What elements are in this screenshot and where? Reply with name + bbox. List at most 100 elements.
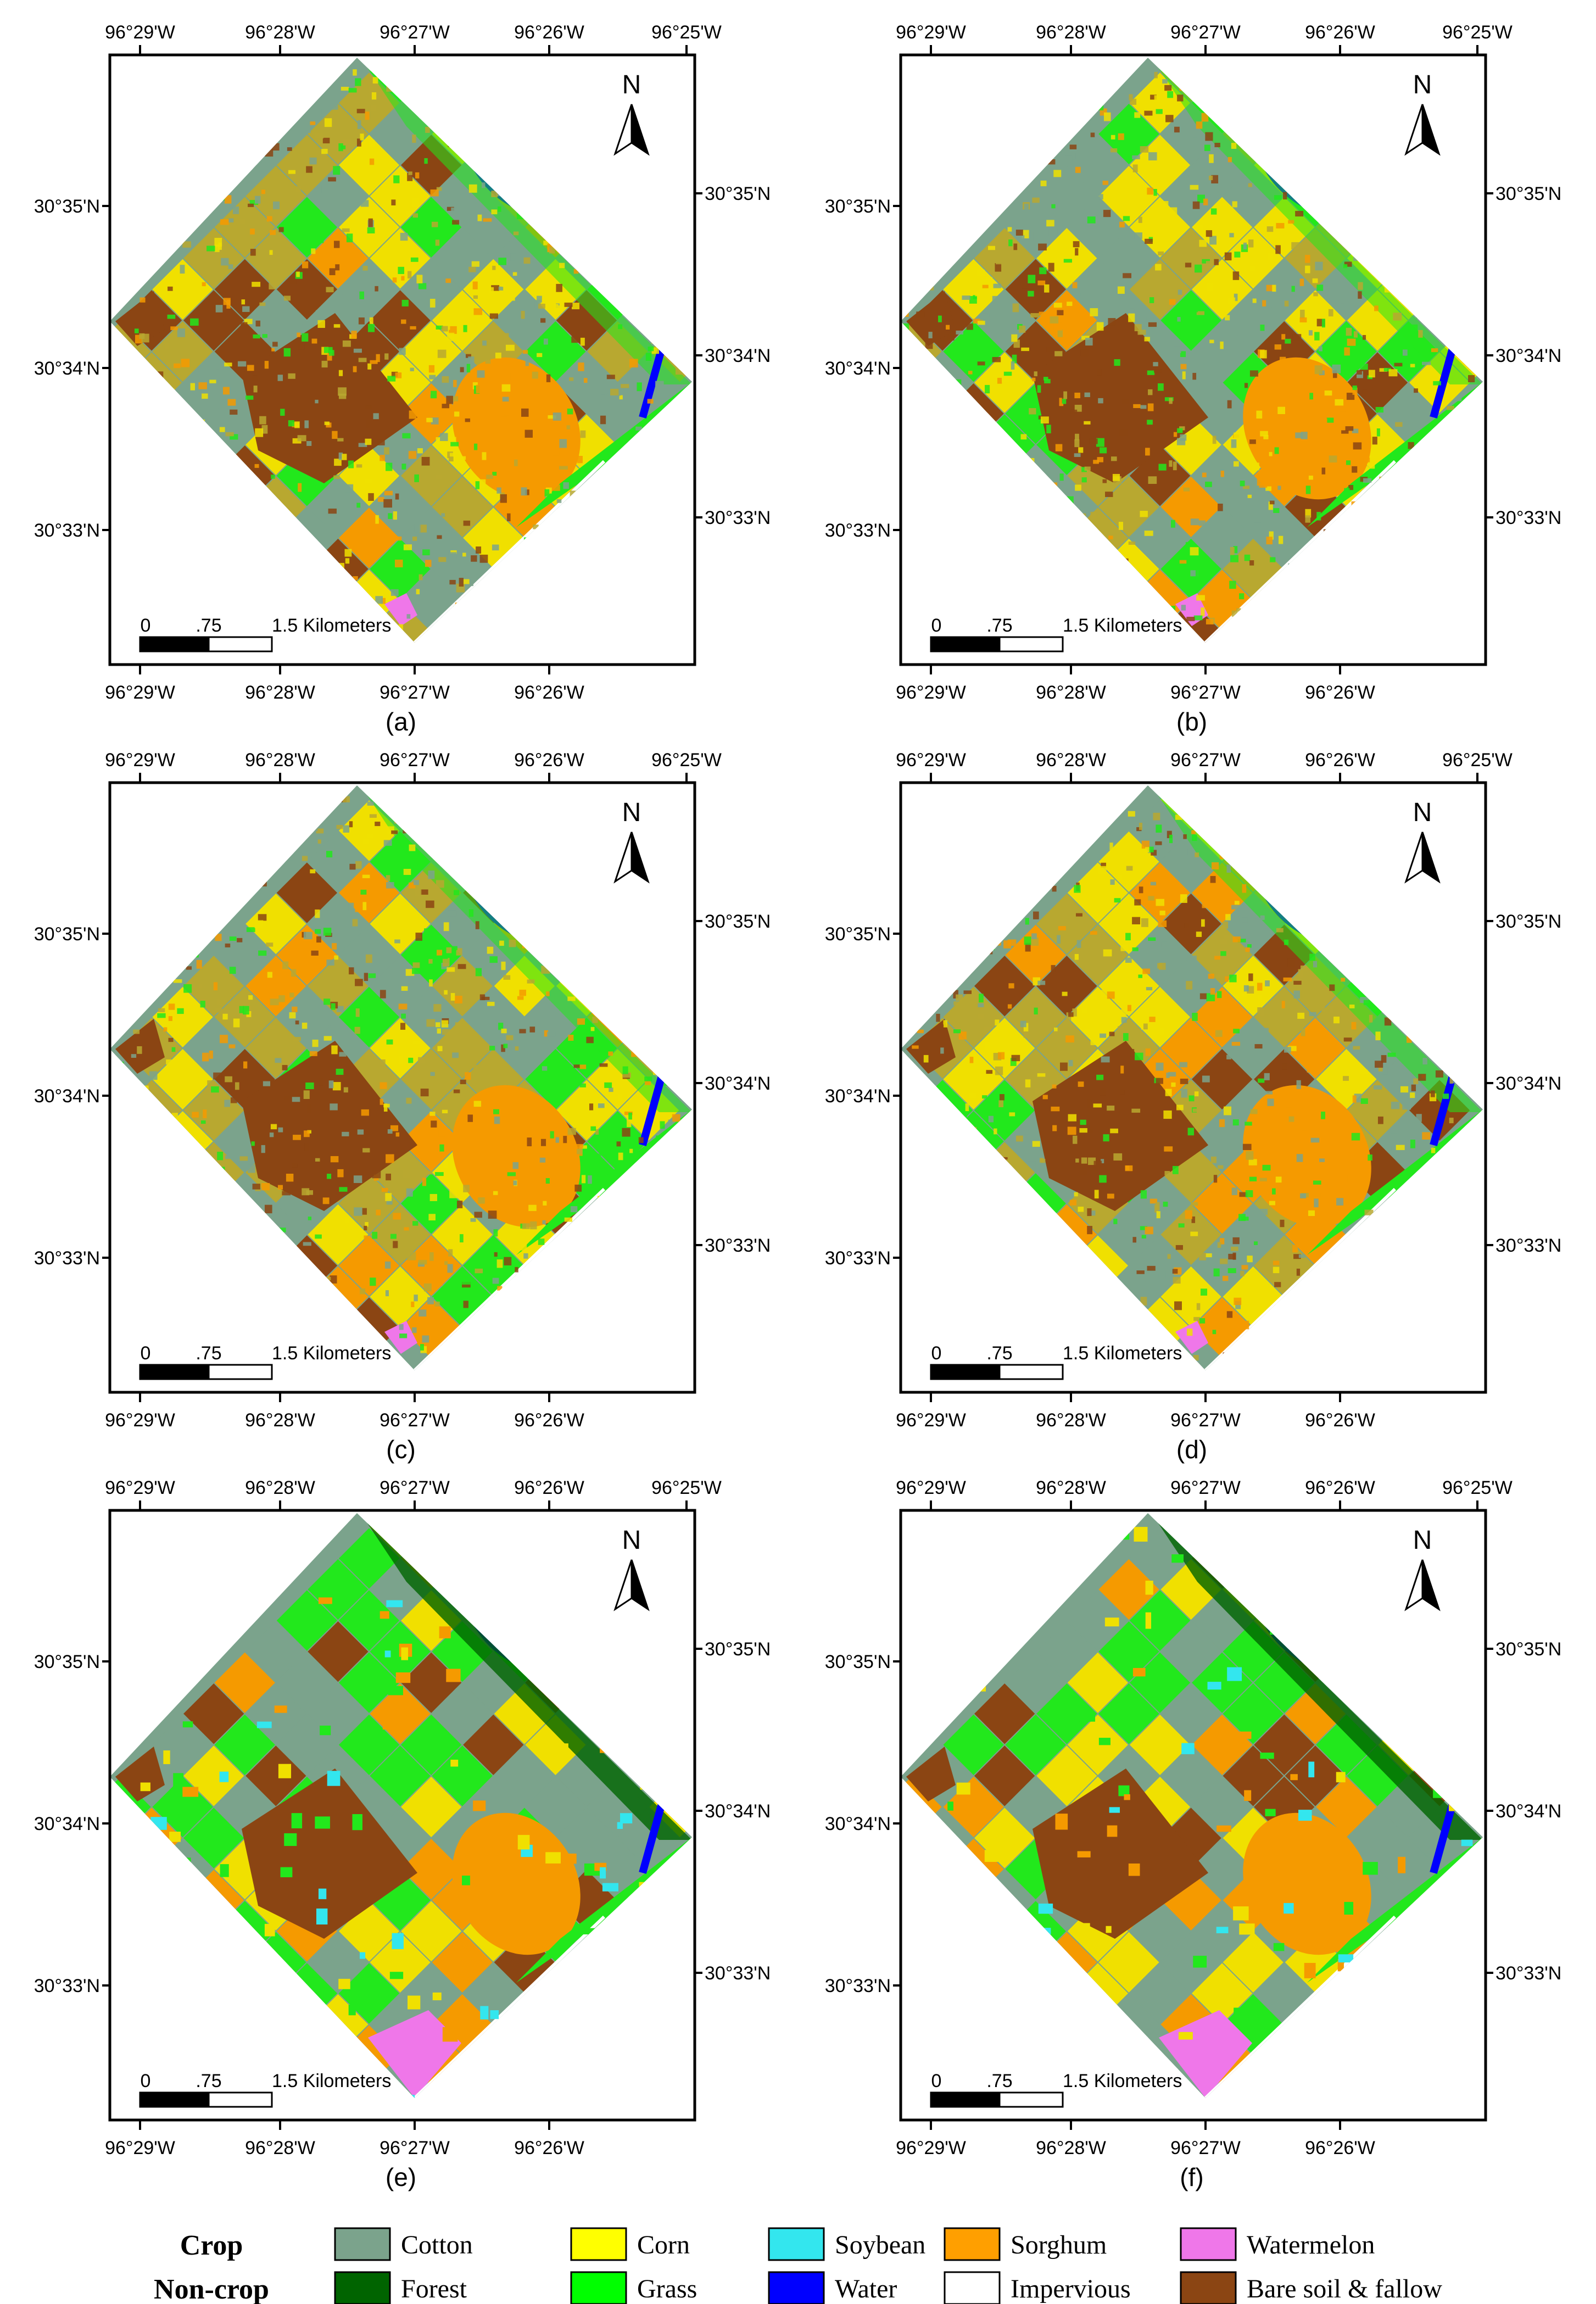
legend-item-noncrop: Forest	[334, 2271, 467, 2304]
bottom-lon-tick: 96°27'W	[1170, 2138, 1241, 2158]
top-lon-tick: 96°29'W	[105, 750, 175, 771]
scale-tick: 1.5 Kilometers	[272, 615, 391, 636]
map-frame	[108, 781, 696, 1394]
map-panel-e: 96°29'W 96°28'W 96°27'W 96°26'W 96°25'W 96°29…	[34, 1477, 846, 2213]
noncrop-title: Non-crop	[154, 2274, 269, 2304]
right-lat-tick: 30°33'N	[1495, 1235, 1561, 1256]
panel-label: (c)	[386, 1435, 416, 1464]
scale-tick: .75	[196, 615, 221, 636]
top-lon-tick: 96°29'W	[105, 22, 175, 43]
legend-item-crop: Soybean	[768, 2227, 925, 2261]
map-figure: 96°29'W 96°28'W 96°27'W 96°26'W 96°25'W 96°29…	[34, 22, 771, 736]
top-lon-tick: 96°25'W	[651, 22, 722, 43]
bottom-lon-tick: 96°29'W	[105, 682, 175, 703]
top-lon-tick: 96°28'W	[245, 1477, 315, 1498]
bottom-lon-tick: 96°27'W	[380, 1410, 450, 1431]
panel-label: (f)	[1180, 2163, 1203, 2191]
legend-item-crop: Corn	[570, 2227, 690, 2261]
legend-label: Grass	[637, 2274, 697, 2303]
bottom-lon-tick: 96°28'W	[1036, 682, 1106, 703]
top-lon-tick: 96°25'W	[1442, 22, 1513, 43]
legend-item-noncrop: Impervious	[944, 2271, 1131, 2304]
top-lon-tick: 96°29'W	[105, 1477, 175, 1498]
legend-swatch	[334, 2271, 391, 2304]
top-lon-tick: 96°29'W	[896, 22, 966, 43]
left-lat-tick: 30°35'N	[825, 1652, 891, 1672]
scale-tick: .75	[986, 2071, 1012, 2091]
right-lat-tick: 30°35'N	[1495, 1639, 1561, 1660]
legend-item-crop: Sorghum	[944, 2227, 1107, 2261]
legend-item-crop: Watermelon	[1180, 2227, 1375, 2261]
bottom-lon-tick: 96°26'W	[514, 2138, 584, 2158]
top-lon-tick: 96°28'W	[1036, 1477, 1106, 1498]
right-lat-tick: 30°35'N	[705, 183, 771, 204]
right-lat-tick: 30°33'N	[705, 507, 771, 528]
map-frame	[899, 1509, 1487, 2122]
legend-label: Forest	[401, 2274, 467, 2303]
top-lon-tick: 96°26'W	[1305, 22, 1375, 43]
legend-label: Sorghum	[1011, 2230, 1107, 2260]
right-lat-tick: 30°34'N	[1495, 1801, 1561, 1822]
scale-bar: 0 .75 1.5 Kilometers	[930, 615, 1182, 652]
scale-tick: 0	[931, 1343, 942, 1364]
bottom-lon-tick: 96°27'W	[380, 2138, 450, 2158]
scale-tick: 0	[931, 615, 942, 636]
left-lat-tick: 30°34'N	[825, 1814, 891, 1834]
north-arrow-icon: N	[613, 798, 650, 884]
north-label: N	[622, 1526, 641, 1555]
left-lat-tick: 30°33'N	[34, 1976, 100, 1996]
legend-item-noncrop: Water	[768, 2271, 897, 2304]
scale-bar: 0 .75 1.5 Kilometers	[930, 2071, 1182, 2108]
legend-label: Corn	[637, 2230, 690, 2260]
left-lat-tick: 30°35'N	[825, 196, 891, 217]
legend-label: Water	[835, 2274, 897, 2303]
north-label: N	[622, 70, 641, 99]
bottom-lon-tick: 96°27'W	[380, 682, 450, 703]
left-lat-tick: 30°34'N	[34, 1814, 100, 1834]
north-label: N	[1413, 798, 1432, 827]
top-lon-tick: 96°25'W	[1442, 1477, 1513, 1498]
north-arrow-icon: N	[1404, 70, 1441, 156]
right-lat-tick: 30°35'N	[705, 1639, 771, 1660]
scale-tick: 0	[141, 615, 151, 636]
scale-tick: .75	[986, 615, 1012, 636]
right-lat-tick: 30°33'N	[705, 1235, 771, 1256]
top-lon-tick: 96°27'W	[1170, 1477, 1241, 1498]
legend-swatch	[1180, 2227, 1237, 2261]
legend-label: Soybean	[835, 2230, 925, 2260]
scale-tick: .75	[196, 1343, 221, 1364]
top-lon-tick: 96°28'W	[245, 22, 315, 43]
north-arrow-icon: N	[1404, 798, 1441, 884]
legend-item-crop: Cotton	[334, 2227, 473, 2261]
bottom-lon-tick: 96°26'W	[514, 1410, 584, 1431]
left-lat-tick: 30°35'N	[825, 924, 891, 945]
map-frame	[899, 53, 1487, 666]
legend-swatch	[570, 2271, 627, 2304]
map-panel-a: 96°29'W 96°28'W 96°27'W 96°26'W 96°25'W 96°29…	[34, 22, 846, 758]
bottom-lon-tick: 96°26'W	[1305, 2138, 1375, 2158]
left-lat-tick: 30°35'N	[34, 196, 100, 217]
legend-swatch	[1180, 2271, 1237, 2304]
scale-tick: 0	[141, 2071, 151, 2091]
scale-tick: .75	[196, 2071, 221, 2091]
right-lat-tick: 30°34'N	[705, 1073, 771, 1094]
legend-swatch	[944, 2227, 1001, 2261]
bottom-lon-tick: 96°29'W	[105, 2138, 175, 2158]
scale-tick: 1.5 Kilometers	[1063, 2071, 1182, 2091]
bottom-lon-tick: 96°26'W	[1305, 682, 1375, 703]
map-panel-b: 96°29'W 96°28'W 96°27'W 96°26'W 96°25'W 96°29…	[825, 22, 1596, 758]
bottom-lon-tick: 96°29'W	[105, 1410, 175, 1431]
top-lon-tick: 96°25'W	[1442, 750, 1513, 771]
top-lon-tick: 96°27'W	[380, 750, 450, 771]
left-lat-tick: 30°34'N	[34, 358, 100, 379]
right-lat-tick: 30°34'N	[1495, 345, 1561, 366]
legend-label: Bare soil & fallow	[1247, 2274, 1442, 2303]
bottom-lon-tick: 96°26'W	[514, 682, 584, 703]
panel-label: (e)	[386, 2163, 416, 2191]
panel-label: (b)	[1176, 707, 1207, 736]
map-figure: 96°29'W 96°28'W 96°27'W 96°26'W 96°25'W 96°29…	[34, 1477, 771, 2191]
bottom-lon-tick: 96°27'W	[1170, 1410, 1241, 1431]
scale-bar: 0 .75 1.5 Kilometers	[930, 1343, 1182, 1380]
map-frame	[108, 53, 696, 666]
bottom-lon-tick: 96°28'W	[245, 1410, 315, 1431]
